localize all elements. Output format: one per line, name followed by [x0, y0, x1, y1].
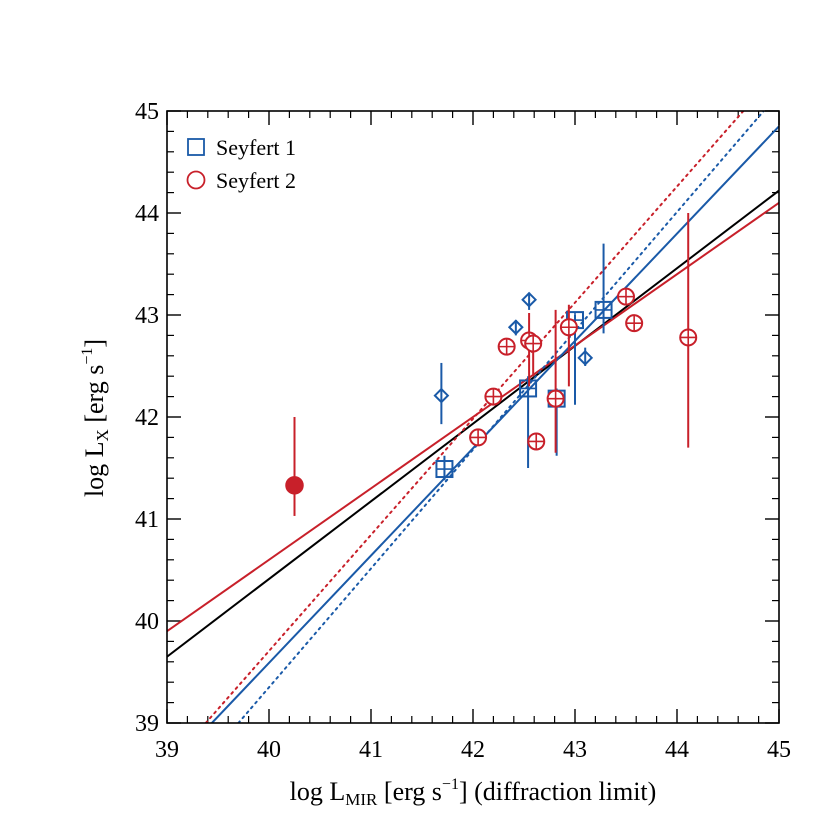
fit-lines — [167, 111, 779, 723]
dotted-fit-line-red — [204, 111, 745, 723]
y-tick-label: 39 — [135, 711, 159, 737]
y-tick-label: 43 — [135, 303, 159, 329]
data-points — [285, 213, 698, 516]
seyfert2-filled-point — [285, 476, 304, 495]
x-tick-label: 39 — [155, 737, 179, 763]
y-tick-label: 42 — [135, 405, 159, 431]
seyfert1-diamond-point — [521, 291, 538, 308]
seyfert1-diamond-point — [507, 319, 524, 336]
seyfert1-diamond-point — [433, 387, 450, 404]
tick-labels: 39 40 41 42 43 44 45 39 40 41 42 43 44 45 — [135, 99, 791, 763]
x-tick-label: 42 — [461, 737, 485, 763]
solid-fit-line-red — [167, 201, 779, 633]
x-tick-label: 40 — [257, 737, 281, 763]
y-tick-label: 41 — [135, 507, 159, 533]
y-axis-label: log LX [erg s−1] — [79, 339, 112, 497]
seyfert1-diamond-point — [577, 349, 594, 366]
y-tick-label: 44 — [135, 201, 159, 227]
legend-seyfert2-label: Seyfert 2 — [216, 168, 296, 193]
legend-seyfert1-marker — [187, 138, 205, 156]
x-tick-label: 45 — [767, 737, 791, 763]
y-tick-label: 45 — [135, 99, 159, 125]
x-axis-label: log LMIR [erg s−1] (diffraction limit) — [290, 776, 657, 809]
x-tick-label: 44 — [665, 737, 689, 763]
y-tick-label: 40 — [135, 609, 159, 635]
dotted-fit-line-blue — [237, 111, 765, 723]
x-tick-label: 43 — [563, 737, 587, 763]
x-tick-label: 41 — [359, 737, 383, 763]
legend-seyfert1-label: Seyfert 1 — [216, 135, 296, 160]
solid-fit-line-black — [167, 189, 779, 658]
plot-frame — [166, 110, 780, 724]
legend: Seyfert 1 Seyfert 2 — [186, 135, 296, 193]
solid-fit-line-blue — [211, 125, 779, 723]
legend-seyfert2-marker — [186, 170, 206, 190]
